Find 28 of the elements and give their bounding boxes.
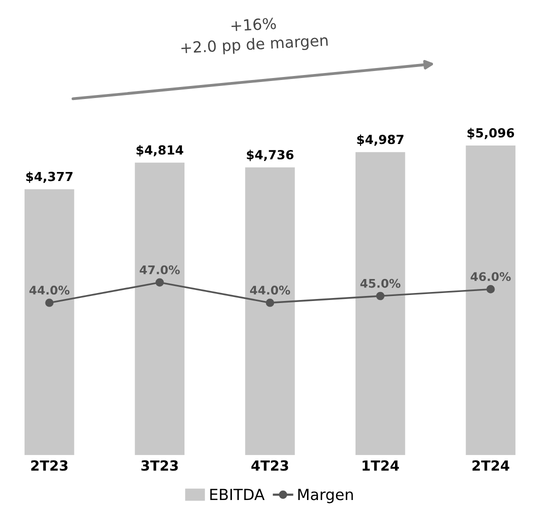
bar xyxy=(134,162,185,456)
data-label: $5,096 xyxy=(467,128,514,140)
data-label: 44.0% xyxy=(250,286,290,295)
x-tick-label: 4T23 xyxy=(251,460,288,471)
data-label: $4,987 xyxy=(357,134,404,146)
data-label: 45.0% xyxy=(360,278,400,288)
point xyxy=(45,298,54,307)
legend-label: Margen xyxy=(298,488,353,504)
text: +16% +2.0 pp de margen xyxy=(181,18,328,56)
data-label: 44.0% xyxy=(29,286,70,295)
data-label: $4,814 xyxy=(136,145,184,156)
x-tick-label: 2T23 xyxy=(31,460,68,471)
bar xyxy=(355,152,406,456)
point xyxy=(156,278,164,287)
x-tick-label: 2T24 xyxy=(472,460,510,471)
data-label: $4,736 xyxy=(246,150,294,162)
bar xyxy=(24,189,74,456)
bar xyxy=(466,146,516,456)
x-tick-label: 1T24 xyxy=(362,460,399,471)
point xyxy=(266,298,274,307)
data-label: 47.0% xyxy=(140,265,180,274)
bar xyxy=(245,167,295,456)
legend-label: EBITDA xyxy=(210,488,265,500)
point xyxy=(376,292,384,300)
point xyxy=(486,285,495,294)
data-label: 46.0% xyxy=(470,272,511,282)
data-label: $4,377 xyxy=(26,172,72,183)
x-tick-label: 3T23 xyxy=(141,460,178,471)
